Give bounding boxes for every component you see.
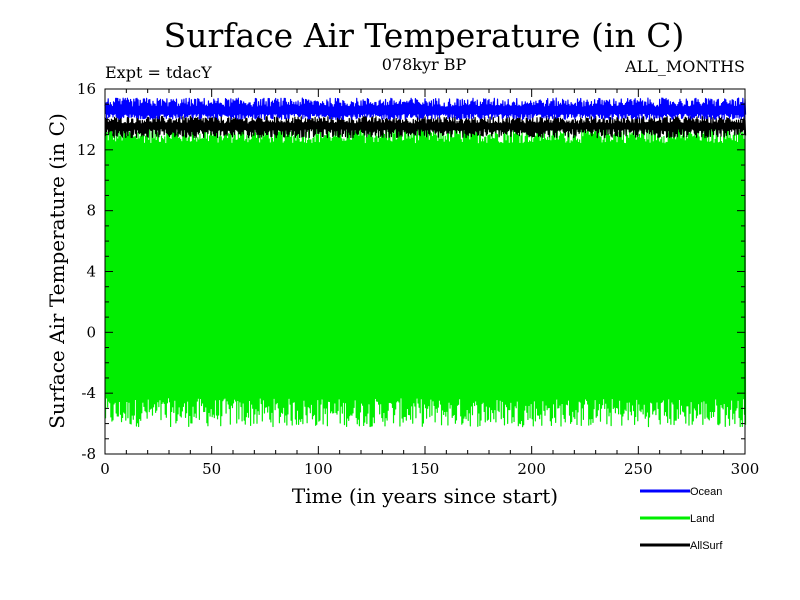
legend-label-allsurf: AllSurf <box>690 540 723 552</box>
y-tick-label: 0 <box>86 323 96 341</box>
y-tick-label: 8 <box>86 202 96 220</box>
chart-subtitle: 078kyr BP <box>382 55 467 74</box>
series-ocean <box>104 97 747 121</box>
x-tick-label: 200 <box>517 460 546 478</box>
y-axis-label: Surface Air Temperature (in C) <box>45 113 69 429</box>
axes-layer: 0 50 100 150 200 250 300 -8 -4 0 4 8 12 16 <box>77 80 759 478</box>
y-tick-label: -8 <box>81 445 96 463</box>
y-tick-label: 12 <box>77 141 96 159</box>
legend-label-ocean: Ocean <box>690 486 722 498</box>
chart-title: Surface Air Temperature (in C) <box>164 16 685 55</box>
x-tick-label: 100 <box>304 460 333 478</box>
y-tick-label: 4 <box>86 263 96 281</box>
series-layer <box>104 97 747 428</box>
x-tick-label: 250 <box>624 460 653 478</box>
x-tick-label: 50 <box>202 460 221 478</box>
y-tick-label: 16 <box>77 80 96 98</box>
x-tick-label: 150 <box>411 460 440 478</box>
months-label: ALL_MONTHS <box>624 57 745 76</box>
legend-label-land: Land <box>690 513 714 525</box>
x-tick-label: 0 <box>100 460 110 478</box>
y-tick-label: -4 <box>81 384 96 402</box>
legend: Ocean Land AllSurf <box>640 486 723 552</box>
series-land <box>104 126 747 428</box>
x-tick-label: 300 <box>731 460 760 478</box>
x-axis-label: Time (in years since start) <box>292 484 558 508</box>
expt-label: Expt = tdacY <box>105 63 212 82</box>
series-allsurf <box>104 115 747 139</box>
